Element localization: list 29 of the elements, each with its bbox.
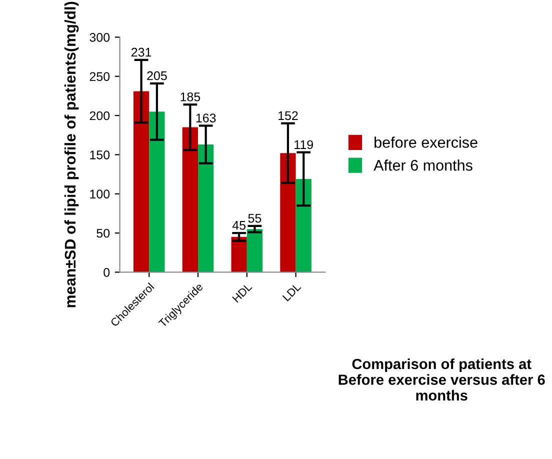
bar — [149, 112, 165, 272]
bar — [182, 127, 198, 272]
bar — [280, 153, 296, 272]
bar — [296, 178, 312, 272]
bar — [198, 144, 214, 272]
data-label: 231 — [132, 48, 152, 57]
data-label: 55 — [248, 214, 262, 223]
x-tick-label: HDL — [232, 282, 252, 303]
legend-label: After 6 months — [374, 160, 472, 171]
bar — [246, 229, 263, 272]
data-label: 205 — [147, 71, 167, 80]
data-label: 185 — [180, 92, 200, 102]
bar — [133, 91, 150, 272]
text: Comparison of patients at Before exercise versus after 6 months — [338, 358, 545, 401]
bar — [231, 236, 247, 272]
y-tick-label: 150 — [90, 150, 110, 160]
y-tick-label: 250 — [90, 72, 110, 81]
data-label: 152 — [278, 111, 298, 120]
data-label: 119 — [294, 140, 313, 150]
y-axis-title: mean±SD of lipid profile of patients(mg/dl) — [64, 2, 79, 308]
y-tick-label: 200 — [90, 111, 110, 120]
x-tick-label: LDL — [282, 282, 302, 302]
data-label: 163 — [196, 114, 216, 122]
legend-label: before exercise — [374, 136, 478, 148]
y-tick-label: 50 — [96, 228, 110, 238]
data-label: 45 — [232, 221, 246, 230]
y-tick-label: 100 — [90, 190, 110, 199]
y-tick-label: 300 — [90, 32, 110, 42]
y-tick-label: 0 — [104, 268, 110, 277]
